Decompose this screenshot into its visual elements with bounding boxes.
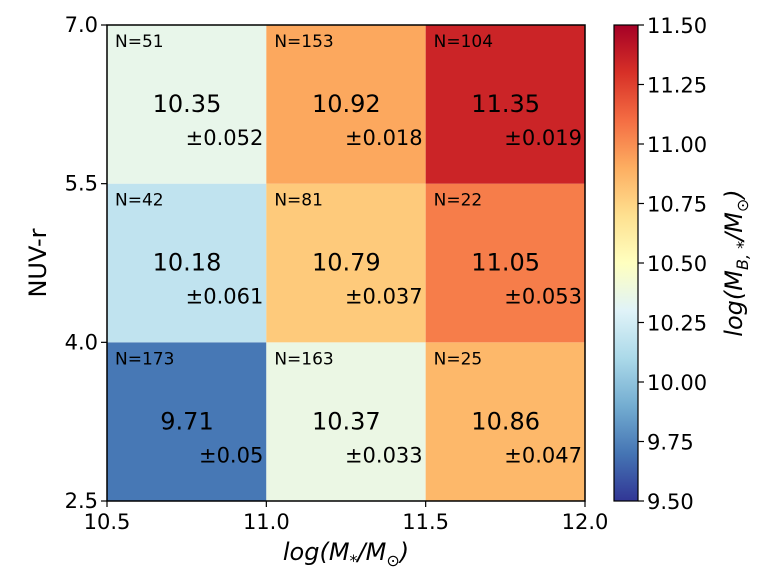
cell-value-label: 11.35 (471, 90, 540, 118)
colorbar-tick-label: 10.25 (647, 312, 707, 336)
colorbar-tick-label: 10.75 (647, 193, 707, 217)
heatmap-cell (425, 25, 585, 184)
cell-value-label: 10.86 (471, 407, 540, 435)
heatmap-cell (266, 25, 426, 184)
cell-error-label: ±0.047 (504, 443, 582, 467)
colorbar-tick-label: 9.50 (647, 490, 694, 514)
y-axis-label: NUV-r (24, 228, 52, 297)
cell-count-label: N=81 (274, 191, 323, 211)
y-tick-label: 2.5 (65, 489, 98, 513)
x-tick-label: 12.0 (562, 510, 609, 534)
cell-error-label: ±0.061 (186, 285, 264, 309)
heatmap-cell (266, 183, 426, 343)
heatmap-cells (107, 25, 585, 501)
cell-value-label: 10.35 (153, 90, 222, 118)
x-tick-label: 10.5 (84, 510, 131, 534)
cell-value-label: 10.92 (312, 90, 381, 118)
x-tick-label: 11.5 (402, 510, 449, 534)
cell-error-label: ±0.053 (504, 285, 582, 309)
colorbar-tick-label: 10.50 (647, 252, 707, 276)
y-axis: 2.5 4.0 5.5 7.0 (65, 13, 107, 513)
heatmap-cell (107, 25, 267, 184)
colorbar-tick-label: 11.25 (647, 74, 707, 98)
x-tick-label: 11.0 (243, 510, 290, 534)
heatmap-cell (266, 342, 426, 501)
cell-count-label: N=22 (434, 191, 483, 211)
y-tick-label: 7.0 (65, 13, 98, 37)
cell-count-label: N=51 (115, 32, 164, 52)
cell-value-label: 10.79 (312, 249, 381, 277)
cell-count-label: N=153 (274, 32, 333, 52)
cell-error-label: ±0.052 (186, 126, 264, 150)
x-axis: 10.5 11.0 11.5 12.0 (84, 501, 609, 534)
plot-frame (106, 24, 586, 502)
cell-error-label: ±0.033 (345, 443, 423, 467)
heatmap-cell-labels: N=173 9.71 ±0.05 N=163 10.37 ±0.033 N=25 10.86 ±… (115, 32, 582, 467)
colorbar-ticks: 9.50 9.75 10.00 10.25 10.50 10.75 11.00 11.25 11… (638, 14, 707, 514)
cell-error-label: ±0.019 (504, 126, 582, 150)
cell-value-label: 9.71 (160, 407, 213, 435)
cell-error-label: ±0.018 (345, 126, 423, 150)
cell-count-label: N=173 (115, 349, 174, 369)
x-axis-label: log(M*/M⊙) (283, 538, 409, 570)
colorbar (613, 24, 639, 502)
heatmap-cell (425, 342, 585, 501)
cell-error-label: ±0.05 (199, 443, 263, 467)
cell-value-label: 10.18 (153, 249, 222, 277)
colorbar-tick-label: 9.75 (647, 431, 694, 455)
colorbar-tick-label: 11.50 (647, 14, 707, 38)
cell-count-label: N=104 (434, 32, 493, 52)
heatmap-cell (107, 342, 267, 501)
colorbar-tick-label: 10.00 (647, 371, 707, 395)
y-tick-label: 4.0 (65, 330, 98, 354)
cell-value-label: 10.37 (312, 407, 381, 435)
cell-value-label: 11.05 (471, 249, 540, 277)
cell-error-label: ±0.037 (345, 285, 423, 309)
colorbar-tick-label: 11.00 (647, 133, 707, 157)
y-tick-label: 5.5 (65, 172, 98, 196)
cell-count-label: N=163 (274, 349, 333, 369)
heatmap-cell (107, 183, 267, 343)
cell-count-label: N=42 (115, 191, 164, 211)
colorbar-label: log(MB, */M⊙) (720, 189, 752, 336)
cell-count-label: N=25 (434, 349, 483, 369)
heatmap-cell (425, 183, 585, 343)
